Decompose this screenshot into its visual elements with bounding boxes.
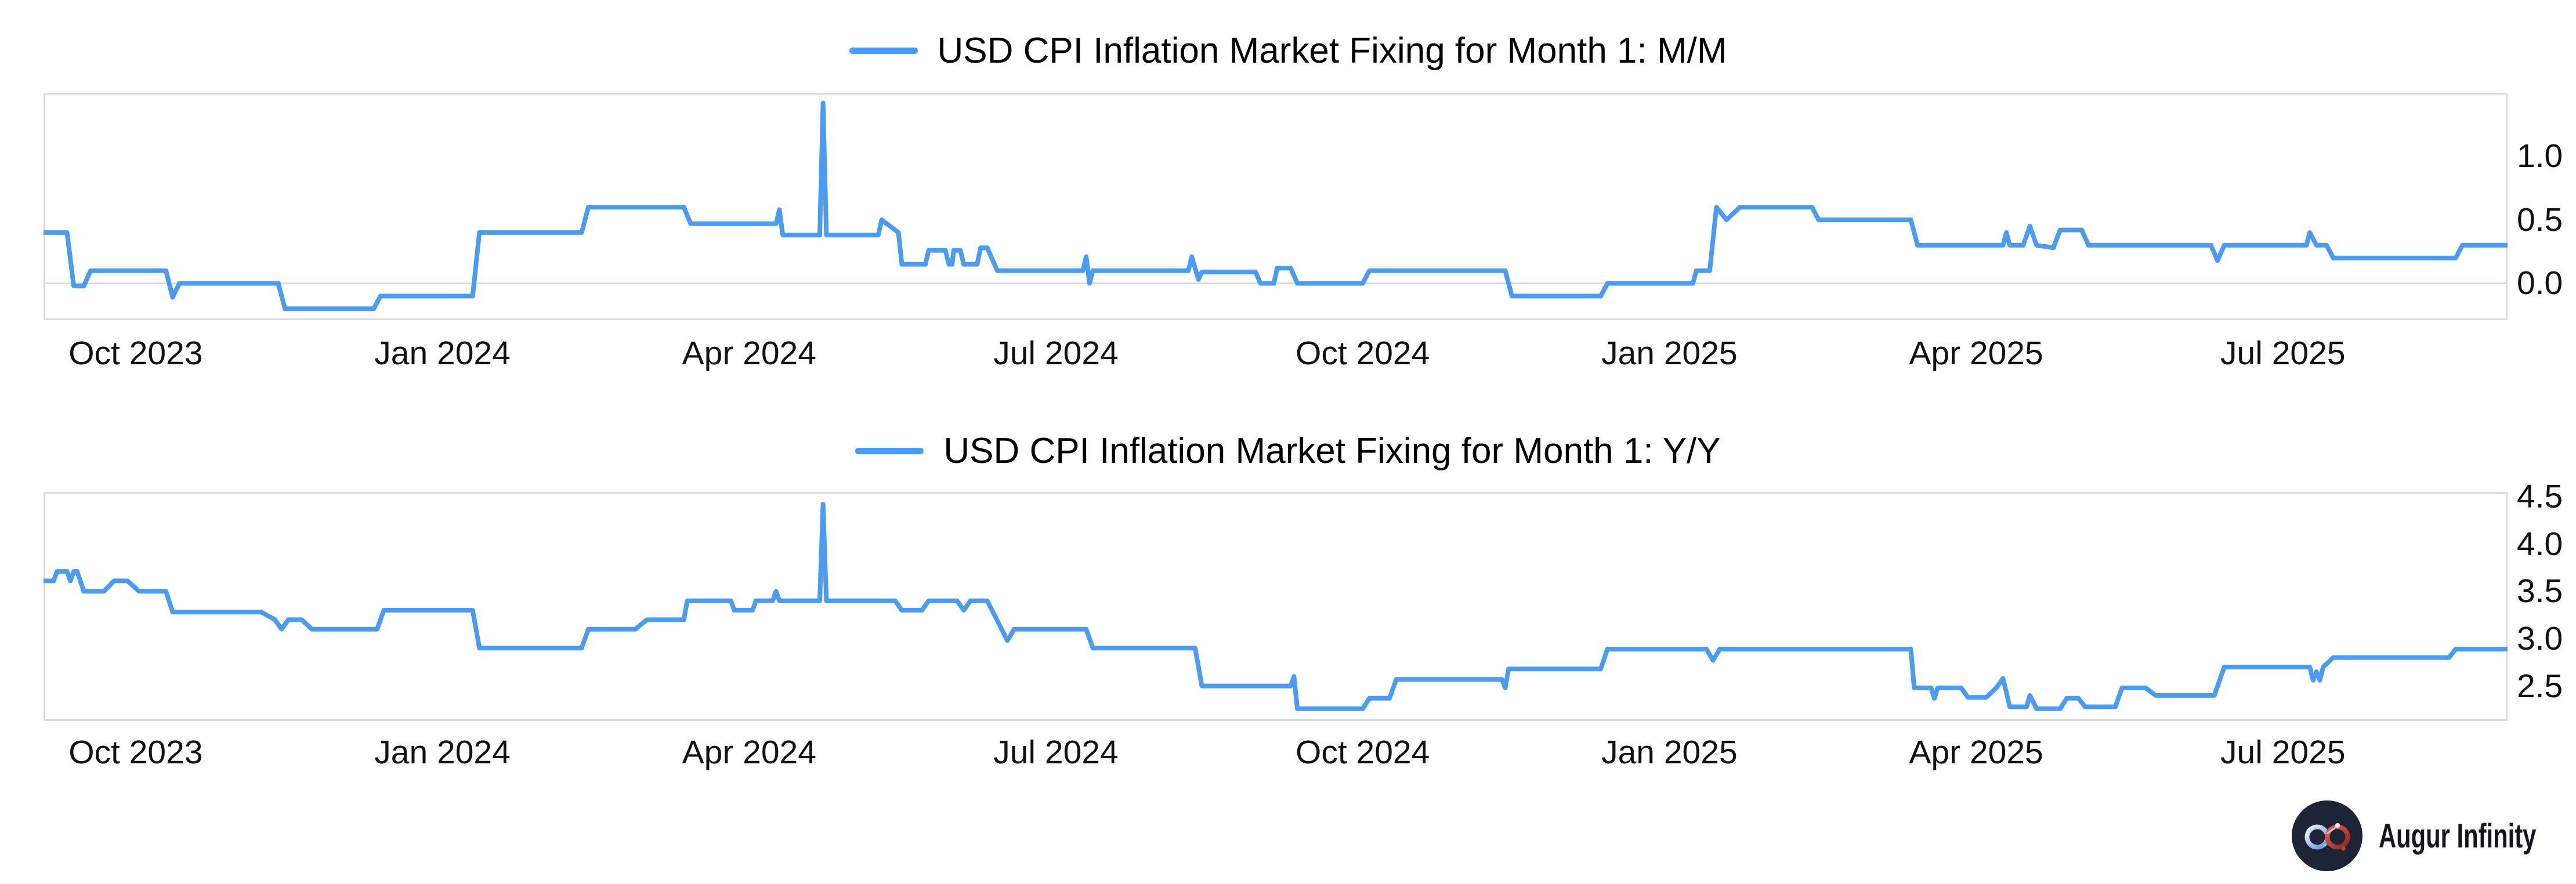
x-tick-label: Oct 2024 (1296, 335, 1430, 372)
yy-legend: USD CPI Inflation Market Fixing for Mont… (0, 430, 2576, 471)
x-tick-label: Oct 2023 (68, 335, 203, 372)
yy-legend-label: USD CPI Inflation Market Fixing for Mont… (943, 430, 1721, 471)
x-tick-label: Oct 2024 (1296, 734, 1430, 771)
yy-line-chart (44, 492, 2508, 721)
x-tick-label: Apr 2025 (1909, 734, 2043, 771)
infinity-icon (2292, 800, 2362, 871)
mm-legend-label: USD CPI Inflation Market Fixing for Mont… (937, 30, 1727, 71)
x-tick-label: Jul 2024 (993, 335, 1119, 372)
y-tick-label: 3.0 (2517, 619, 2563, 657)
y-tick-label: 0.5 (2517, 201, 2563, 238)
series-line (44, 502, 2508, 711)
series-line (44, 100, 2508, 311)
mm-line-chart (44, 93, 2508, 320)
x-tick-label: Jan 2024 (374, 734, 511, 771)
y-tick-label: 4.5 (2517, 478, 2563, 516)
y-tick-label: 1.0 (2517, 137, 2563, 175)
y-tick-label: 0.0 (2517, 265, 2563, 302)
yy-plot-area[interactable] (44, 492, 2508, 721)
y-tick-label: 2.5 (2517, 667, 2563, 705)
mm-legend: USD CPI Inflation Market Fixing for Mont… (0, 30, 2576, 71)
x-tick-label: Jan 2025 (1601, 335, 1738, 372)
x-tick-label: Jul 2025 (2220, 734, 2346, 771)
x-tick-label: Jul 2024 (993, 734, 1119, 771)
x-tick-label: Oct 2023 (68, 734, 203, 771)
x-tick-label: Apr 2024 (682, 335, 816, 372)
y-tick-label: 4.0 (2517, 525, 2563, 563)
x-tick-label: Jul 2025 (2220, 335, 2346, 372)
mm-plot-area[interactable] (44, 93, 2508, 320)
mm-legend-item[interactable]: USD CPI Inflation Market Fixing for Mont… (849, 30, 1727, 71)
plot-frame (44, 492, 2508, 721)
x-tick-label: Jan 2025 (1601, 734, 1738, 771)
brand-footer: Augur Infinity (2291, 800, 2576, 872)
mm-legend-line-swatch (849, 47, 918, 54)
brand-name: Augur Infinity (2379, 817, 2537, 855)
yy-legend-item[interactable]: USD CPI Inflation Market Fixing for Mont… (855, 430, 1721, 472)
yy-legend-line-swatch (855, 447, 924, 454)
plot-frame (44, 93, 2508, 320)
x-tick-label: Apr 2025 (1909, 335, 2043, 372)
x-tick-label: Apr 2024 (682, 734, 816, 771)
y-tick-label: 3.5 (2517, 573, 2563, 610)
x-tick-label: Jan 2024 (374, 335, 511, 372)
